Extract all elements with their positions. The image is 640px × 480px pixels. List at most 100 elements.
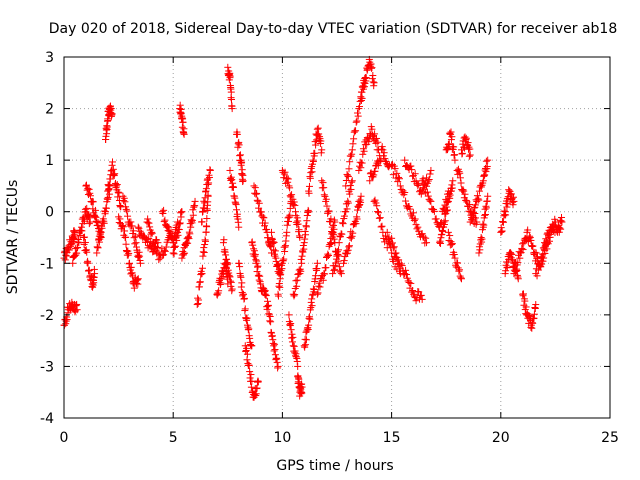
data-point bbox=[394, 178, 402, 186]
data-point bbox=[238, 279, 246, 287]
data-point bbox=[541, 249, 549, 257]
data-point bbox=[443, 207, 451, 215]
x-axis-label: GPS time / hours bbox=[276, 458, 393, 474]
data-point bbox=[260, 214, 268, 222]
data-point bbox=[330, 266, 338, 274]
data-point bbox=[84, 184, 92, 192]
data-point bbox=[447, 187, 455, 195]
x-tick-label: 15 bbox=[383, 430, 401, 446]
data-point bbox=[200, 197, 208, 205]
data-point bbox=[253, 384, 261, 392]
data-point bbox=[86, 218, 94, 226]
data-point bbox=[354, 109, 362, 117]
data-point bbox=[329, 270, 337, 278]
data-point bbox=[81, 238, 89, 246]
data-point bbox=[374, 138, 382, 146]
data-point bbox=[373, 134, 381, 142]
data-point bbox=[427, 197, 435, 205]
axis-ticks bbox=[63, 56, 611, 419]
data-point bbox=[451, 254, 459, 262]
data-point bbox=[450, 143, 458, 151]
data-point bbox=[235, 223, 243, 231]
data-point bbox=[311, 149, 319, 157]
data-point bbox=[249, 241, 257, 249]
y-tick-label: 1 bbox=[45, 153, 54, 169]
data-point bbox=[474, 195, 482, 203]
data-point bbox=[352, 220, 360, 228]
x-tick-label: 5 bbox=[169, 430, 178, 446]
y-tick-label: 3 bbox=[45, 50, 54, 66]
data-point bbox=[320, 184, 328, 192]
data-point bbox=[185, 235, 193, 243]
data-point bbox=[104, 193, 112, 201]
data-point bbox=[437, 219, 445, 227]
data-point bbox=[289, 333, 297, 341]
data-point bbox=[393, 169, 401, 177]
data-point bbox=[516, 254, 524, 262]
data-point bbox=[357, 198, 365, 206]
data-point bbox=[205, 173, 213, 181]
data-point bbox=[65, 246, 73, 254]
data-point bbox=[345, 243, 353, 251]
data-point bbox=[476, 246, 484, 254]
data-point bbox=[123, 207, 131, 215]
data-point bbox=[342, 177, 350, 185]
data-point bbox=[423, 182, 431, 190]
y-tick-label: 2 bbox=[45, 102, 54, 118]
data-point bbox=[107, 104, 115, 112]
data-point bbox=[348, 232, 356, 240]
data-point bbox=[531, 248, 539, 256]
data-point bbox=[324, 250, 332, 258]
data-point bbox=[407, 162, 415, 170]
data-point bbox=[340, 257, 348, 265]
data-point bbox=[541, 243, 549, 251]
data-point bbox=[228, 285, 236, 293]
data-point bbox=[457, 275, 465, 283]
data-point bbox=[444, 206, 452, 214]
data-point bbox=[315, 279, 323, 287]
data-point bbox=[526, 234, 534, 242]
data-point bbox=[150, 239, 158, 247]
data-point bbox=[318, 177, 326, 185]
data-point bbox=[389, 244, 397, 252]
x-tick-labels: 0 5 10 15 20 25 bbox=[60, 430, 619, 446]
data-point bbox=[290, 342, 298, 350]
y-tick-labels: -4 -3 -2 -1 0 1 2 3 bbox=[40, 50, 54, 427]
data-point bbox=[401, 188, 409, 196]
data-point bbox=[336, 268, 344, 276]
data-point bbox=[255, 199, 263, 207]
data-point bbox=[348, 177, 356, 185]
data-point bbox=[557, 225, 565, 233]
data-point bbox=[369, 71, 377, 79]
data-point bbox=[243, 350, 251, 358]
data-point bbox=[122, 240, 130, 248]
data-point bbox=[308, 302, 316, 310]
data-point bbox=[374, 162, 382, 170]
y-tick-label: -1 bbox=[40, 256, 54, 272]
data-point bbox=[274, 260, 282, 268]
data-point bbox=[325, 207, 333, 215]
data-point bbox=[342, 250, 350, 258]
data-point bbox=[203, 223, 211, 231]
data-point bbox=[424, 177, 432, 185]
data-point bbox=[229, 183, 237, 191]
data-point bbox=[470, 213, 477, 221]
data-point bbox=[395, 256, 403, 264]
data-point bbox=[94, 244, 102, 252]
data-point bbox=[371, 130, 379, 138]
data-point bbox=[520, 290, 528, 298]
data-point bbox=[241, 305, 249, 313]
data-point bbox=[82, 181, 90, 189]
data-point bbox=[398, 262, 406, 270]
data-point bbox=[518, 244, 526, 252]
data-point bbox=[411, 215, 419, 223]
data-point bbox=[366, 177, 374, 185]
data-point bbox=[558, 218, 566, 226]
data-point bbox=[195, 296, 203, 304]
data-point bbox=[287, 319, 295, 327]
data-points bbox=[60, 55, 566, 401]
data-point bbox=[406, 205, 414, 213]
data-point bbox=[302, 231, 310, 239]
data-point bbox=[104, 117, 112, 125]
